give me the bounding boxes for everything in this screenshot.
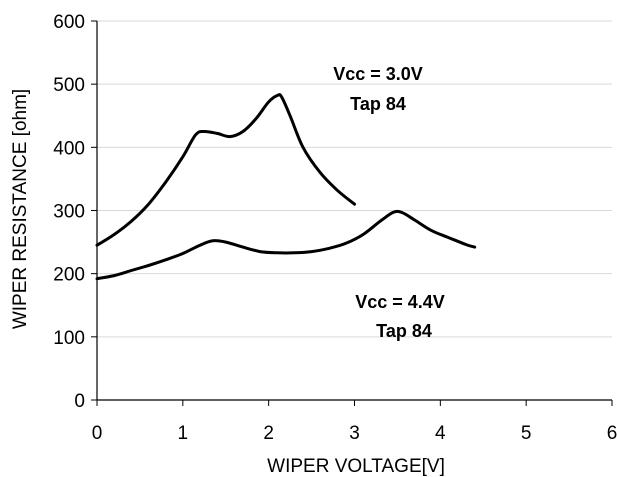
annotation-vcc-3v-line2: Tap 84: [350, 94, 406, 114]
x-tick-label: 5: [521, 423, 532, 444]
y-tick-label: 200: [53, 265, 85, 286]
y-tick-label: 100: [53, 328, 85, 349]
series-line-1: [95, 93, 356, 247]
annotation-vcc-4v4-line2: Tap 84: [376, 321, 432, 341]
y-tick-label: 600: [53, 12, 85, 33]
x-tick-label: 1: [178, 423, 189, 444]
annotation-vcc-4v4: Vcc = 4.4V Tap 84: [355, 292, 445, 341]
y-axis-title: WIPER RESISTANCE [ohm]: [10, 89, 31, 329]
y-tick-label: 400: [53, 138, 85, 159]
x-tick-label: 6: [607, 423, 617, 444]
x-tick-label: 3: [349, 423, 360, 444]
x-tick-label: 0: [92, 423, 103, 444]
tick-labels: 0 100 200 300 400 500 600 0 1 2 3 4 5 6: [53, 12, 617, 444]
annotation-vcc-4v4-line1: Vcc = 4.4V: [355, 292, 445, 312]
annotation-vcc-3v: Vcc = 3.0V Tap 84: [333, 64, 423, 114]
y-tick-label: 300: [53, 202, 85, 223]
series-layer: [95, 93, 477, 281]
x-tick-label: 4: [435, 423, 446, 444]
x-tick-label: 2: [263, 423, 274, 444]
axes: [91, 20, 613, 406]
y-tick-label: 500: [53, 75, 85, 96]
annotation-vcc-3v-line1: Vcc = 3.0V: [333, 64, 423, 84]
x-axis-title: WIPER VOLTAGE[V]: [267, 456, 445, 477]
grid-lines: [97, 20, 612, 338]
y-tick-label: 0: [74, 391, 85, 412]
series-line-2: [95, 209, 477, 281]
